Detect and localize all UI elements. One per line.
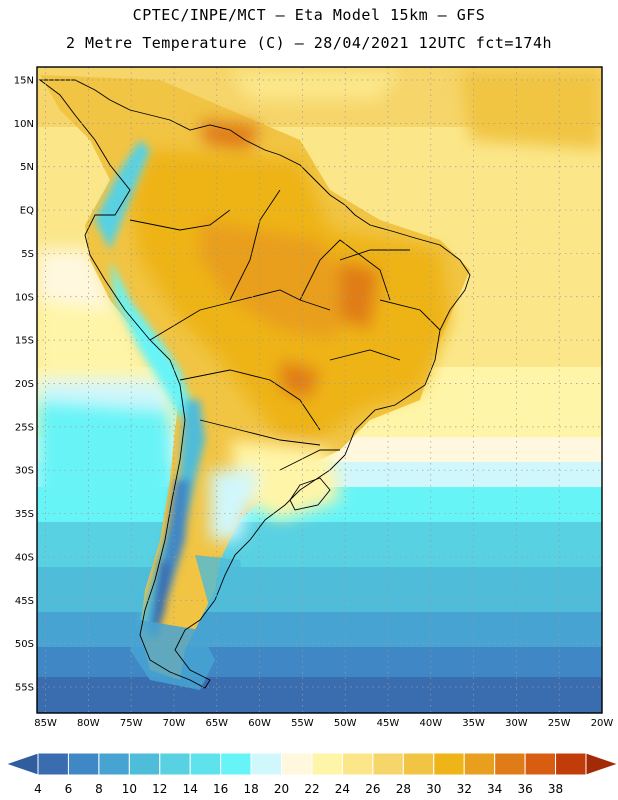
colorbar-labels: 4 6 8 10 12 14 16 18 20 22 24 26 28 30 32 34 36 38: [34, 782, 563, 796]
colorbar-label: 34: [487, 782, 502, 796]
lon-label: 50W: [334, 718, 357, 729]
lon-label: 55W: [291, 718, 314, 729]
colorbar-label: 10: [122, 782, 137, 796]
lon-label: 70W: [163, 718, 186, 729]
colorbar-label: 24: [335, 782, 350, 796]
colorbar-segment: [281, 752, 313, 776]
lon-label: 35W: [462, 718, 485, 729]
colorbar-label: 36: [517, 782, 532, 796]
longitude-labels: 85W 80W 75W 70W 65W 60W 55W 50W 45W 40W 35W 30W 25W 2…: [34, 718, 613, 729]
lat-label: 5S: [21, 249, 34, 260]
lon-label: 85W: [34, 718, 57, 729]
colorbar-segment: [250, 752, 283, 776]
lon-label: 25W: [548, 718, 571, 729]
graticule: [37, 67, 603, 713]
lat-label: 10N: [14, 119, 34, 130]
lat-label: 45S: [15, 596, 34, 607]
map-frame: [36, 66, 603, 714]
colorbar-label: 20: [274, 782, 289, 796]
colorbar-label: 18: [243, 782, 258, 796]
lat-label: 35S: [15, 509, 34, 520]
colorbar-label: 16: [213, 782, 228, 796]
colorbar: [4, 752, 618, 776]
colorbar-segment: [311, 752, 343, 776]
lat-label: 5N: [20, 162, 34, 173]
colorbar-segment: [555, 752, 587, 776]
lat-label: EQ: [20, 206, 34, 217]
colorbar-high-arrow: [585, 752, 618, 776]
colorbar-segment: [372, 752, 404, 776]
lon-label: 60W: [248, 718, 271, 729]
colorbar-label: 28: [396, 782, 411, 796]
lat-label: 55S: [15, 682, 34, 693]
colorbar-label: 12: [152, 782, 167, 796]
lon-label: 45W: [377, 718, 400, 729]
colorbar-label: 22: [304, 782, 319, 796]
lat-label: 15S: [15, 336, 34, 347]
colorbar-segment: [67, 752, 100, 776]
map-title-line-1: CPTEC/INPE/MCT – Eta Model 15km – GFS: [132, 6, 486, 24]
lon-label: 75W: [120, 718, 143, 729]
lat-label: 25S: [15, 422, 34, 433]
lat-label: 15N: [14, 76, 34, 87]
colorbar-segment: [220, 752, 252, 776]
colorbar-segment: [494, 752, 526, 776]
colorbar-segment: [463, 752, 496, 776]
lon-label: 65W: [205, 718, 228, 729]
colorbar-segment: [189, 752, 222, 776]
temperature-field: [37, 67, 602, 713]
colorbar-label: 4: [34, 782, 42, 796]
colorbar-low-arrow: [4, 752, 39, 776]
colorbar-segment: [402, 752, 435, 776]
lat-label: 40S: [15, 552, 34, 563]
colorbar-label: 30: [426, 782, 441, 796]
colorbar-label: 32: [457, 782, 472, 796]
lon-label: 20W: [591, 718, 614, 729]
lat-label: 50S: [15, 639, 34, 650]
latitude-labels: 15N 10N 5N EQ 5S 10S 15S 20S 25S 30S 35S 40S 45S 50S 5…: [14, 76, 34, 694]
colorbar-label: 26: [365, 782, 380, 796]
colorbar-segment: [98, 752, 130, 776]
colorbar-label: 14: [183, 782, 198, 796]
colorbar-label: 6: [65, 782, 73, 796]
country-borders: [38, 79, 471, 689]
colorbar-label: 8: [95, 782, 103, 796]
colorbar-segment: [524, 752, 557, 776]
colorbar-segment: [433, 752, 465, 776]
colorbar-segment: [159, 752, 191, 776]
lat-label: 10S: [15, 292, 34, 303]
colorbar-segment: [128, 752, 161, 776]
colorbar-segment: [341, 752, 374, 776]
colorbar-label: 38: [548, 782, 563, 796]
colorbar-segment: [37, 752, 69, 776]
lon-label: 80W: [77, 718, 100, 729]
lat-label: 20S: [15, 379, 34, 390]
lat-label: 30S: [15, 466, 34, 477]
map-title-line-2: 2 Metre Temperature (C) – 28/04/2021 12U…: [65, 34, 553, 52]
lon-label: 30W: [505, 718, 528, 729]
lon-label: 40W: [419, 718, 442, 729]
